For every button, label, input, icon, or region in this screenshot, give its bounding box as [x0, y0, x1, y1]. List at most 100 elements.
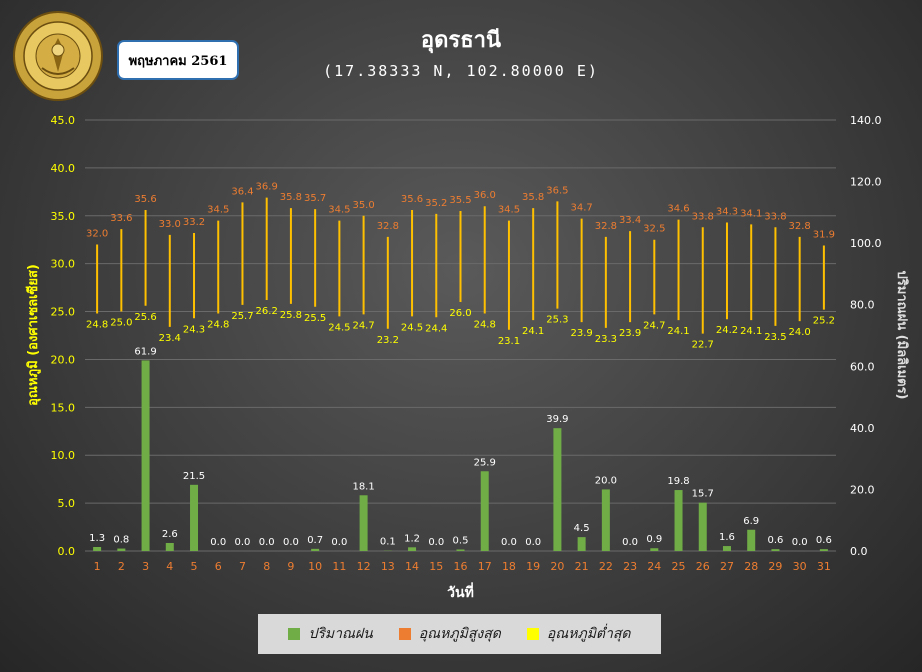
- rain-data-label: 25.9: [474, 457, 496, 468]
- legend: ปริมาณฝน อุณหภูมิสูงสุด อุณหภูมิต่ำสุด: [258, 614, 661, 654]
- tmin-data-label: 25.5: [304, 313, 326, 324]
- x-tick-label: 21: [575, 560, 589, 573]
- x-tick-label: 23: [623, 560, 637, 573]
- rain-data-label: 0.9: [646, 534, 662, 545]
- legend-swatch-tmin: [526, 628, 539, 640]
- tmin-data-label: 24.3: [183, 324, 205, 335]
- tmin-data-label: 25.8: [280, 310, 302, 321]
- rain-data-label: 61.9: [134, 346, 156, 357]
- rain-bar: [311, 548, 320, 551]
- tmin-data-label: 24.8: [474, 319, 496, 330]
- x-tick-label: 12: [357, 560, 371, 573]
- tmin-data-label: 25.2: [813, 316, 835, 327]
- meteorological-department-logo: [12, 10, 104, 102]
- y-axis-label-right: ปริมาณฝน (มิลลิเมตร): [894, 270, 909, 399]
- tmax-data-label: 35.6: [134, 194, 156, 205]
- rain-bar: [650, 548, 659, 551]
- rain-data-label: 20.0: [595, 475, 617, 486]
- rain-bar: [190, 484, 199, 551]
- rain-bar: [117, 548, 126, 551]
- y-axis-label-left: อุณหภูมิ (องศาเซลเซียส): [25, 264, 41, 406]
- tmin-data-label: 23.9: [570, 328, 592, 339]
- tmax-data-label: 35.7: [304, 193, 326, 204]
- rain-bar: [408, 547, 417, 551]
- tmin-data-label: 23.1: [498, 336, 520, 347]
- tmax-data-label: 33.2: [183, 217, 205, 228]
- tmin-data-label: 24.1: [667, 326, 689, 337]
- x-tick-label: 26: [696, 560, 710, 573]
- y-tick-left: 15.0: [51, 401, 76, 414]
- rain-bar: [722, 546, 731, 551]
- x-tick-label: 24: [647, 560, 661, 573]
- tmin-data-label: 24.4: [425, 323, 447, 334]
- rain-data-label: 0.8: [113, 535, 129, 546]
- x-tick-label: 27: [720, 560, 734, 573]
- tmin-data-label: 24.8: [207, 319, 229, 330]
- rain-data-label: 1.6: [719, 532, 735, 543]
- y-tick-right: 0.0: [850, 545, 868, 558]
- rain-data-label: 0.0: [622, 537, 638, 548]
- rain-data-label: 1.3: [89, 533, 105, 544]
- tmin-data-label: 26.2: [256, 306, 278, 317]
- tmax-data-label: 32.8: [377, 221, 399, 232]
- tmax-data-label: 35.8: [280, 192, 302, 203]
- rain-data-label: 2.6: [162, 529, 178, 540]
- tmin-data-label: 26.0: [449, 308, 471, 319]
- tmin-data-label: 25.6: [134, 312, 156, 323]
- x-tick-label: 28: [744, 560, 758, 573]
- tmin-data-label: 23.2: [377, 335, 399, 346]
- x-tick-label: 2: [118, 560, 125, 573]
- tmax-data-label: 34.5: [207, 205, 229, 216]
- chart-title: อุดรธานี: [420, 28, 502, 53]
- tmax-data-label: 35.6: [401, 194, 423, 205]
- tmin-data-label: 24.1: [740, 326, 762, 337]
- x-tick-label: 7: [239, 560, 246, 573]
- tmax-data-label: 36.4: [231, 186, 253, 197]
- x-tick-label: 17: [478, 560, 492, 573]
- tmax-data-label: 33.8: [764, 211, 786, 222]
- y-tick-left: 30.0: [51, 258, 76, 271]
- rain-data-label: 0.0: [792, 537, 808, 548]
- x-tick-label: 3: [142, 560, 149, 573]
- tmax-data-label: 34.3: [716, 206, 738, 217]
- rain-bar: [359, 495, 368, 551]
- x-tick-label: 6: [215, 560, 222, 573]
- tmin-data-label: 22.7: [692, 340, 714, 351]
- rain-bar: [771, 549, 780, 551]
- rain-bar: [553, 428, 562, 551]
- rain-data-label: 0.5: [453, 535, 469, 546]
- rain-data-label: 0.0: [235, 537, 251, 548]
- rain-data-label: 0.6: [767, 535, 783, 546]
- rain-data-label: 0.0: [210, 537, 226, 548]
- tmin-data-label: 24.0: [789, 327, 811, 338]
- tmin-data-label: 24.2: [716, 325, 738, 336]
- rain-data-label: 0.1: [380, 537, 396, 548]
- tmax-data-label: 32.8: [789, 221, 811, 232]
- y-tick-left: 40.0: [51, 162, 76, 175]
- tmin-data-label: 23.9: [619, 328, 641, 339]
- tmax-data-label: 32.8: [595, 221, 617, 232]
- tmax-data-label: 34.5: [498, 205, 520, 216]
- x-tick-label: 22: [599, 560, 613, 573]
- y-tick-right: 140.0: [850, 114, 882, 127]
- y-tick-left: 10.0: [51, 449, 76, 462]
- tmin-data-label: 23.3: [595, 334, 617, 345]
- y-tick-right: 60.0: [850, 360, 875, 373]
- tmin-data-label: 25.0: [110, 318, 132, 329]
- x-tick-label: 1: [94, 560, 101, 573]
- x-tick-label: 16: [454, 560, 468, 573]
- tmax-data-label: 32.5: [643, 224, 665, 235]
- tmax-data-label: 33.6: [110, 213, 132, 224]
- rain-data-label: 0.0: [428, 537, 444, 548]
- tmax-data-label: 35.5: [449, 195, 471, 206]
- tmax-data-label: 33.0: [159, 219, 181, 230]
- rain-bar: [480, 471, 489, 551]
- tmin-data-label: 25.7: [231, 311, 253, 322]
- tmax-data-label: 35.2: [425, 198, 447, 209]
- x-tick-label: 15: [429, 560, 443, 573]
- y-tick-right: 80.0: [850, 299, 875, 312]
- y-tick-right: 40.0: [850, 422, 875, 435]
- x-tick-label: 14: [405, 560, 419, 573]
- rain-bar: [747, 529, 756, 551]
